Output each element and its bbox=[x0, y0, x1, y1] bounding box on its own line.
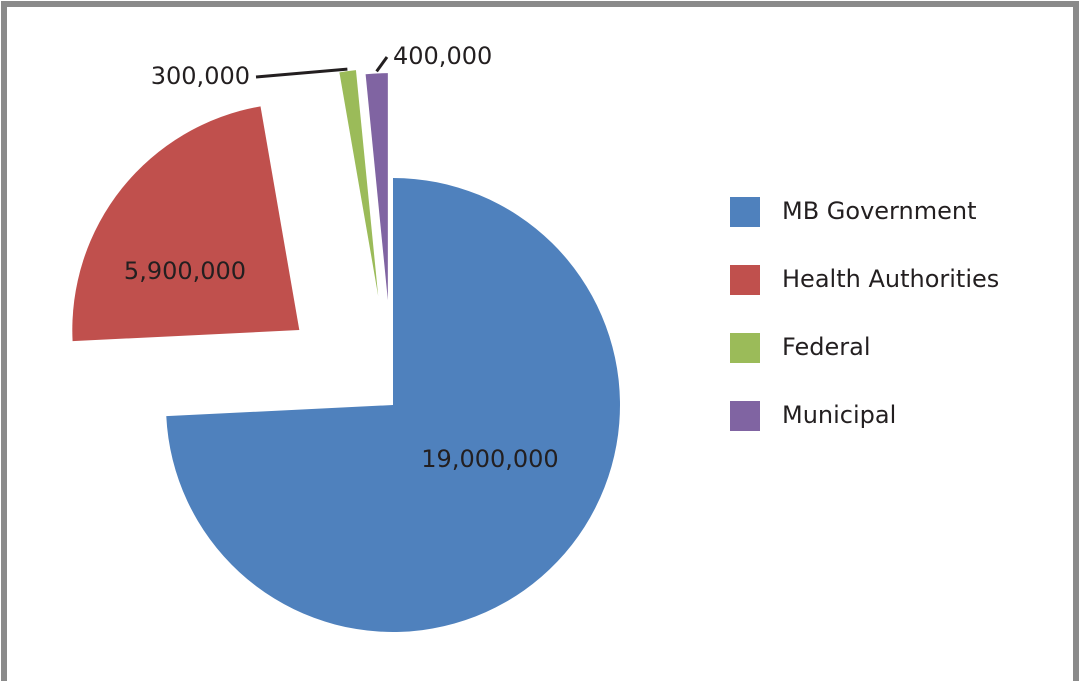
pie-slice bbox=[72, 106, 300, 342]
pie-slice bbox=[365, 73, 388, 301]
leader-line bbox=[255, 67, 348, 79]
legend-swatch bbox=[730, 265, 760, 295]
legend-label: Municipal bbox=[782, 401, 896, 429]
leader-line bbox=[375, 56, 389, 73]
data-label: 300,000 bbox=[151, 62, 250, 90]
pie-slice bbox=[339, 70, 379, 297]
legend-label: Federal bbox=[782, 333, 871, 361]
legend-swatch bbox=[730, 333, 760, 363]
legend-label: MB Government bbox=[782, 197, 976, 225]
pie-slice bbox=[166, 178, 620, 632]
legend-swatch bbox=[730, 197, 760, 227]
data-label: 19,000,000 bbox=[421, 445, 558, 473]
legend-swatch bbox=[730, 401, 760, 431]
legend-label: Health Authorities bbox=[782, 265, 999, 293]
data-label: 5,900,000 bbox=[124, 257, 246, 285]
data-label: 400,000 bbox=[393, 42, 492, 70]
